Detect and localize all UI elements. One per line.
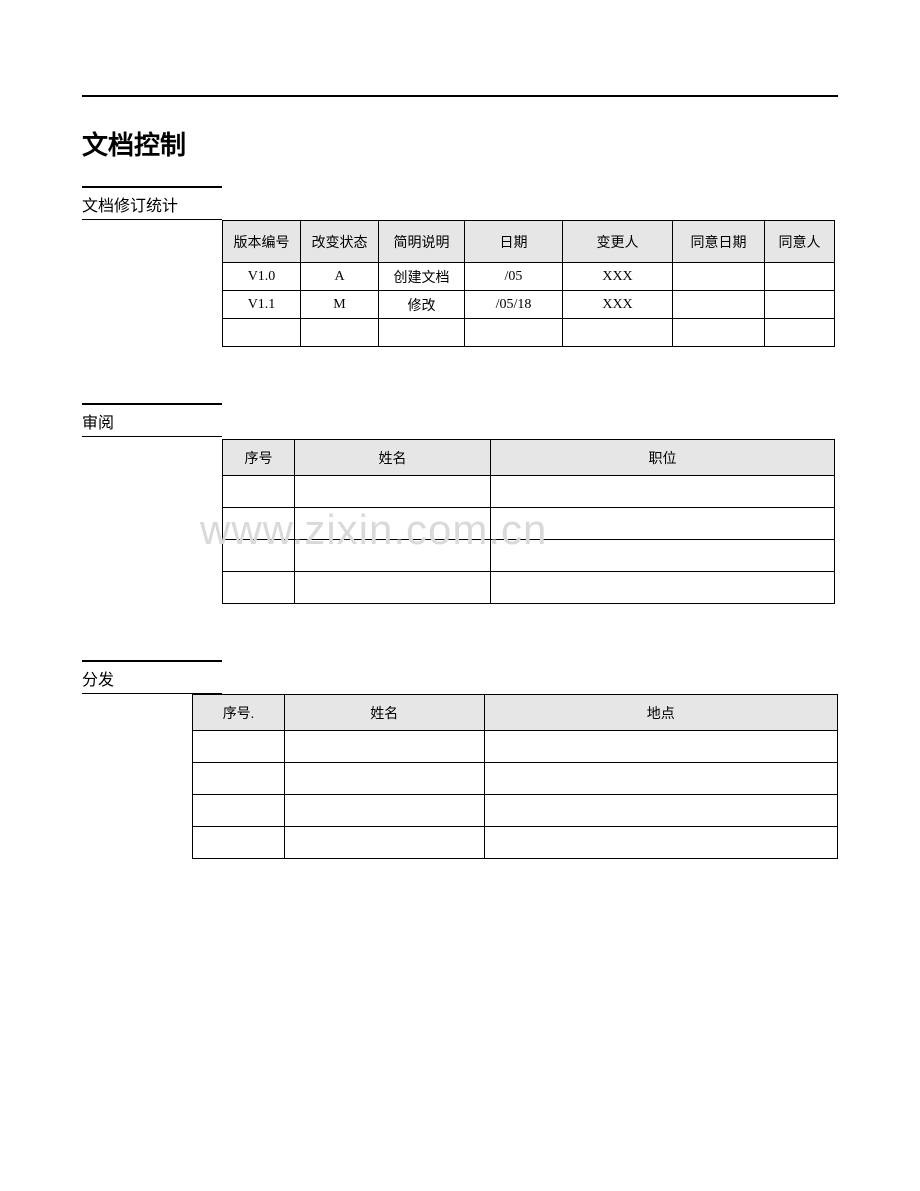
table-header-row: 序号 姓名 职位 [223,440,835,476]
col-seq: 序号 [223,440,295,476]
distribute-table-wrap: 序号. 姓名 地点 [192,694,838,859]
col-location: 地点 [484,695,837,731]
cell [765,263,835,291]
table-header-row: 版本编号 改变状态 简明说明 日期 变更人 同意日期 同意人 [223,221,835,263]
cell [284,827,484,859]
cell [193,795,285,827]
col-changer: 变更人 [563,221,673,263]
cell [673,263,765,291]
col-date: 日期 [465,221,563,263]
cell [223,319,301,347]
col-name: 姓名 [284,695,484,731]
cell: M [301,291,379,319]
review-table-wrap: 序号 姓名 职位 [222,439,838,604]
distribute-table: 序号. 姓名 地点 [192,694,838,859]
cell: 创建文档 [379,263,465,291]
cell: /05/18 [465,291,563,319]
col-change-state: 改变状态 [301,221,379,263]
cell [295,508,491,540]
table-row [193,795,838,827]
revision-table-wrap: 版本编号 改变状态 简明说明 日期 变更人 同意日期 同意人 V1.0 A 创建… [222,220,838,347]
review-table: 序号 姓名 职位 [222,439,835,604]
table-row [193,731,838,763]
cell [301,319,379,347]
cell [765,291,835,319]
page-title: 文档控制 [82,125,838,162]
cell [484,795,837,827]
cell [295,476,491,508]
revision-table: 版本编号 改变状态 简明说明 日期 变更人 同意日期 同意人 V1.0 A 创建… [222,220,835,347]
col-name: 姓名 [295,440,491,476]
cell: A [301,263,379,291]
table-row: V1.0 A 创建文档 /05 XXX [223,263,835,291]
table-row [223,476,835,508]
cell [765,319,835,347]
cell: XXX [563,291,673,319]
col-position: 职位 [491,440,835,476]
table-row [223,540,835,572]
col-seq: 序号. [193,695,285,731]
col-version: 版本编号 [223,221,301,263]
col-approve-date: 同意日期 [673,221,765,263]
cell [223,572,295,604]
section-label-distribute: 分发 [82,660,222,694]
cell: 修改 [379,291,465,319]
cell [491,476,835,508]
top-rule [82,95,838,97]
cell [193,827,285,859]
table-row [223,508,835,540]
table-row [223,319,835,347]
table-row [223,572,835,604]
cell [193,763,285,795]
section-label-review: 审阅 [82,403,222,437]
cell [484,763,837,795]
table-row [193,827,838,859]
cell [193,731,285,763]
cell [673,319,765,347]
cell [673,291,765,319]
cell [491,572,835,604]
table-header-row: 序号. 姓名 地点 [193,695,838,731]
cell [223,508,295,540]
cell [284,763,484,795]
cell: XXX [563,263,673,291]
spacer [82,604,838,650]
col-description: 简明说明 [379,221,465,263]
cell [484,827,837,859]
cell [465,319,563,347]
cell [295,572,491,604]
page: 文档控制 文档修订统计 版本编号 改变状态 简明说明 日期 变更人 同意日期 同… [0,0,920,859]
col-approver: 同意人 [765,221,835,263]
table-row: V1.1 M 修改 /05/18 XXX [223,291,835,319]
cell [484,731,837,763]
cell [379,319,465,347]
cell [563,319,673,347]
section-label-revision: 文档修订统计 [82,186,222,220]
table-row [193,763,838,795]
spacer [82,347,838,393]
cell: V1.1 [223,291,301,319]
cell [295,540,491,572]
cell [223,476,295,508]
cell [491,508,835,540]
cell [284,795,484,827]
cell: V1.0 [223,263,301,291]
cell [284,731,484,763]
cell [491,540,835,572]
cell [223,540,295,572]
cell: /05 [465,263,563,291]
